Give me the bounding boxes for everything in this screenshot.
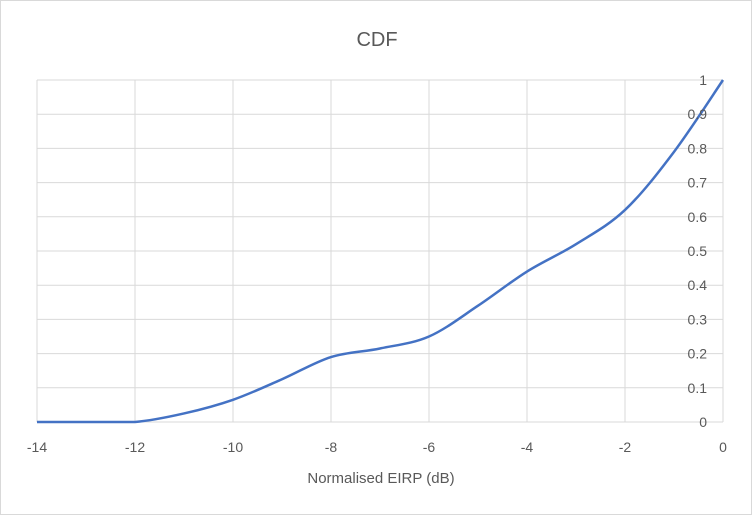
y-tick-label: 0 [699, 414, 707, 430]
cdf-series-line [36, 79, 725, 424]
x-tick-label: 0 [719, 439, 727, 455]
y-tick-label: 0.4 [688, 277, 708, 293]
x-tick-label: -10 [223, 439, 243, 455]
grid-layer [36, 79, 724, 423]
x-axis-title: Normalised EIRP (dB) [307, 470, 454, 487]
y-tick-label: 0.5 [688, 243, 708, 259]
y-tick-label: 0.8 [688, 140, 708, 156]
x-tick-label: -12 [125, 439, 145, 455]
y-tick-label: 0.7 [688, 175, 708, 191]
x-tick-label: -2 [619, 439, 632, 455]
chart-title: CDF [356, 29, 397, 51]
y-tick-label: 0.9 [688, 106, 708, 122]
x-tick-label: -14 [27, 439, 47, 455]
y-tick-label: 0.6 [688, 209, 708, 225]
y-tick-label: 0.1 [688, 380, 708, 396]
y-tick-labels: 0 0.1 0.2 0.3 0.4 0.5 0.6 0.7 0.8 0.9 1 [688, 72, 708, 430]
x-tick-label: -4 [521, 439, 534, 455]
y-tick-label: 0.2 [688, 346, 708, 362]
x-tick-labels: -14 -12 -10 -8 -6 -4 -2 0 [27, 439, 727, 455]
y-tick-label: 0.3 [688, 311, 708, 327]
x-tick-label: -8 [325, 439, 338, 455]
x-tick-label: -6 [423, 439, 436, 455]
y-tick-label: 1 [699, 72, 707, 88]
series-layer [36, 79, 725, 424]
